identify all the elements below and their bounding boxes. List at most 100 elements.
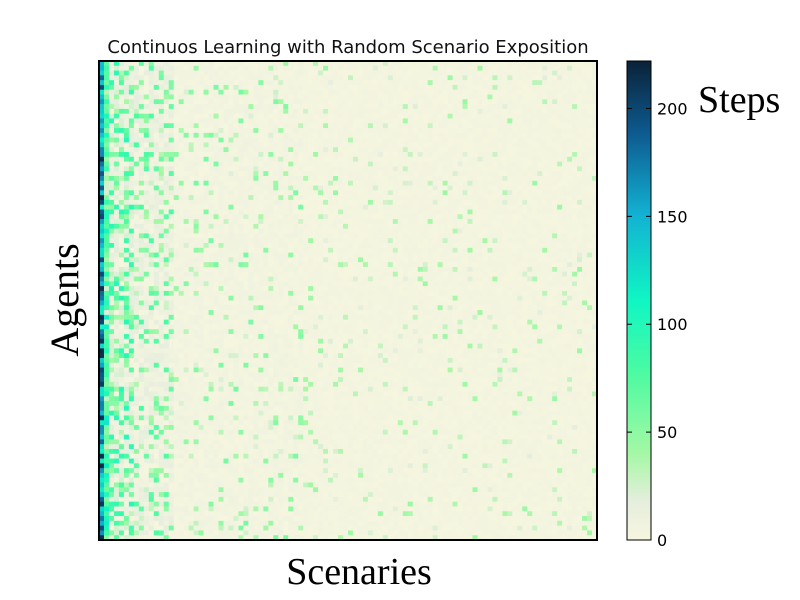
heatmap-cell: [567, 171, 573, 177]
heatmap-cell: [572, 171, 578, 177]
heatmap-cell: [273, 180, 279, 186]
heatmap-cell: [238, 84, 244, 91]
heatmap-cell: [492, 262, 498, 268]
heatmap-cell: [502, 128, 508, 134]
heatmap-cell: [153, 243, 160, 249]
heatmap-cell: [437, 286, 443, 292]
heatmap-cell: [99, 175, 105, 182]
heatmap-cell: [562, 61, 568, 67]
heatmap-cell: [253, 214, 259, 220]
heatmap-cell: [427, 199, 433, 205]
heatmap-cell: [447, 171, 453, 177]
heatmap-cell: [103, 89, 110, 95]
heatmap-cell: [283, 142, 289, 148]
heatmap-cell: [487, 80, 493, 86]
heatmap-cell: [298, 70, 304, 76]
heatmap-cell: [562, 156, 568, 162]
heatmap-cell: [288, 132, 294, 138]
heatmap-cell: [482, 199, 488, 205]
heatmap-cell: [228, 276, 234, 282]
heatmap-cell: [377, 147, 384, 153]
heatmap-cell: [248, 104, 254, 110]
heatmap-cell: [427, 243, 433, 249]
heatmap-cell: [397, 286, 404, 292]
heatmap-cell: [392, 99, 399, 105]
heatmap-cell: [462, 266, 468, 273]
heatmap-cell: [447, 199, 453, 205]
heatmap-cell: [268, 290, 274, 297]
heatmap-cell: [213, 65, 219, 71]
heatmap-cell: [477, 290, 483, 297]
heatmap-cell: [527, 214, 533, 220]
heatmap-cell: [103, 61, 110, 67]
heatmap-cell: [382, 65, 389, 71]
heatmap-cell: [427, 286, 433, 292]
heatmap-cell: [278, 199, 284, 205]
heatmap-cell: [477, 89, 483, 95]
heatmap-cell: [278, 132, 284, 138]
heatmap-cell: [148, 190, 155, 196]
heatmap-cell: [447, 271, 453, 277]
heatmap-cell: [537, 290, 543, 297]
heatmap-cell: [308, 128, 314, 134]
heatmap-cell: [188, 84, 194, 91]
heatmap-cell: [572, 199, 578, 205]
heatmap-cell: [427, 204, 433, 210]
heatmap-cell: [477, 238, 483, 244]
heatmap-cell: [328, 89, 334, 95]
heatmap-cell: [203, 89, 209, 95]
heatmap-cell: [198, 281, 204, 287]
heatmap-cell: [447, 128, 453, 134]
heatmap-cell: [338, 223, 344, 229]
heatmap-cell: [333, 257, 339, 263]
heatmap-cell: [492, 190, 498, 196]
heatmap-cell: [352, 128, 359, 134]
heatmap-cell: [357, 142, 364, 148]
heatmap-cell: [452, 214, 458, 220]
heatmap-cell: [313, 271, 319, 277]
heatmap-cell: [522, 276, 528, 282]
heatmap-cell: [402, 290, 409, 297]
heatmap-cell: [308, 219, 314, 225]
heatmap-cell: [397, 89, 404, 95]
heatmap-cell: [452, 147, 458, 153]
heatmap-cell: [163, 171, 170, 177]
heatmap-cell: [477, 199, 483, 205]
heatmap-cell: [223, 199, 229, 205]
heatmap-cell: [457, 123, 463, 129]
heatmap-cell: [178, 70, 184, 76]
heatmap-cell: [452, 65, 458, 71]
heatmap-cell: [343, 137, 349, 143]
heatmap-cell: [367, 99, 374, 105]
heatmap-cell: [517, 108, 523, 114]
heatmap-cell: [293, 276, 299, 282]
heatmap-cell: [303, 65, 309, 71]
heatmap-cell: [328, 75, 334, 81]
heatmap-cell: [467, 161, 473, 167]
heatmap-cell: [128, 281, 135, 287]
heatmap-cell: [387, 228, 394, 234]
heatmap-cell: [497, 180, 503, 186]
heatmap-cell: [303, 262, 309, 268]
heatmap-cell: [417, 132, 423, 138]
heatmap-cell: [308, 295, 314, 301]
heatmap-cell: [153, 89, 160, 95]
heatmap-cell: [128, 108, 135, 114]
heatmap-cell: [343, 108, 349, 114]
heatmap-cell: [103, 262, 110, 268]
heatmap-cell: [412, 266, 419, 273]
heatmap-cell: [372, 185, 379, 191]
heatmap-cell: [587, 99, 593, 105]
heatmap-cell: [517, 209, 523, 215]
heatmap-cell: [278, 171, 284, 177]
heatmap-cell: [348, 84, 354, 91]
heatmap-cell: [592, 233, 598, 239]
heatmap-cell: [223, 290, 229, 297]
heatmap-cell: [288, 262, 294, 268]
heatmap-cell: [437, 108, 443, 114]
heatmap-cell: [183, 137, 189, 143]
heatmap-cell: [153, 113, 160, 119]
heatmap-cell: [178, 190, 184, 196]
heatmap-cell: [432, 61, 438, 67]
heatmap-cell: [532, 70, 538, 76]
